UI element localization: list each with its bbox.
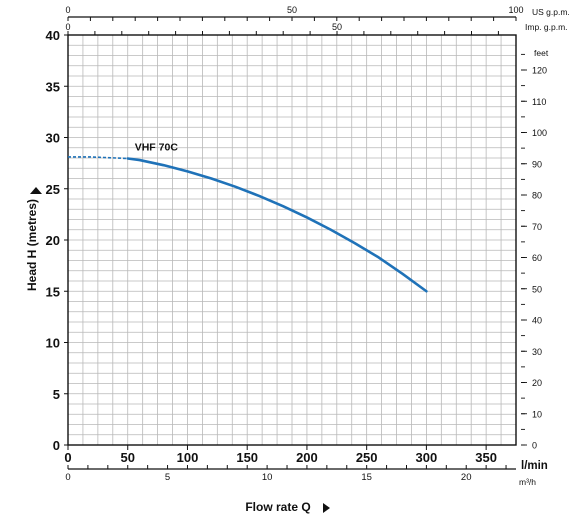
x-axis-label-arrow-icon (323, 503, 330, 513)
feet-tick-label: 120 (532, 66, 547, 76)
imp-gpm-unit-label: Imp. g.p.m. (525, 22, 568, 32)
us-gpm-unit-label: US g.p.m. (532, 7, 570, 17)
feet-tick-label: 20 (532, 378, 542, 388)
x-tick-label: 200 (296, 450, 318, 465)
x-tick-label: 150 (236, 450, 258, 465)
y-tick-label: 0 (53, 438, 60, 453)
feet-tick-label: 80 (532, 191, 542, 201)
y-tick-label: 35 (46, 79, 60, 94)
series-group: VHF 70C (68, 142, 428, 293)
imp-gpm-tick-label: 0 (65, 22, 70, 32)
y-tick-label: 30 (46, 131, 60, 146)
x-tick-label: 50 (120, 450, 134, 465)
m3h-tick-label: 10 (262, 472, 273, 483)
feet-tick-label: 40 (532, 316, 542, 326)
y-axis-label: Head H (metres) (25, 199, 39, 291)
grid-lines (67, 34, 517, 446)
m3h-tick-label: 15 (361, 472, 372, 483)
feet-tick-label: 100 (532, 128, 547, 138)
us-gpm-tick-label: 100 (508, 5, 523, 15)
feet-tick-label: 110 (532, 97, 546, 107)
y-tick-label: 25 (46, 182, 60, 197)
x-tick-label: 250 (356, 450, 378, 465)
feet-tick-label: 0 (532, 441, 537, 451)
feet-tick-label: 30 (532, 347, 542, 357)
feet-unit-label: feet (534, 48, 549, 58)
us-gpm-tick-label: 50 (287, 5, 297, 15)
labels-group: Head H (metres) Flow rate Q (25, 187, 330, 514)
feet-tick-label: 90 (532, 159, 542, 169)
feet-tick-label: 50 (532, 284, 542, 294)
y-tick-label: 40 (46, 28, 60, 43)
x-tick-label: 100 (177, 450, 199, 465)
y-tick-label: 20 (46, 233, 60, 248)
y-tick-label: 5 (53, 387, 60, 402)
y-axis-label-arrow-icon (30, 187, 42, 194)
x-tick-label: 350 (475, 450, 497, 465)
m3h-tick-label: 20 (461, 472, 472, 483)
feet-tick-label: 10 (532, 409, 542, 419)
feet-tick-label: 60 (532, 253, 542, 263)
y-tick-label: 10 (46, 336, 60, 351)
imp-gpm-tick-label: 50 (332, 22, 342, 32)
curve-vhf-70c (126, 157, 428, 293)
x-axis-unit-label: l/min (521, 460, 548, 472)
m3h-tick-label: 5 (165, 472, 170, 483)
m3h-tick-label: 0 (65, 472, 70, 483)
us-gpm-tick-label: 0 (65, 5, 70, 15)
y-tick-label: 15 (46, 284, 60, 299)
x-tick-label: 300 (416, 450, 438, 465)
series-label: VHF 70C (135, 142, 179, 154)
m3h-unit-label: m³/h (519, 477, 536, 487)
x-axis-label: Flow rate Q (245, 500, 310, 514)
feet-tick-label: 70 (532, 222, 542, 232)
x-tick-label: 0 (64, 450, 71, 465)
